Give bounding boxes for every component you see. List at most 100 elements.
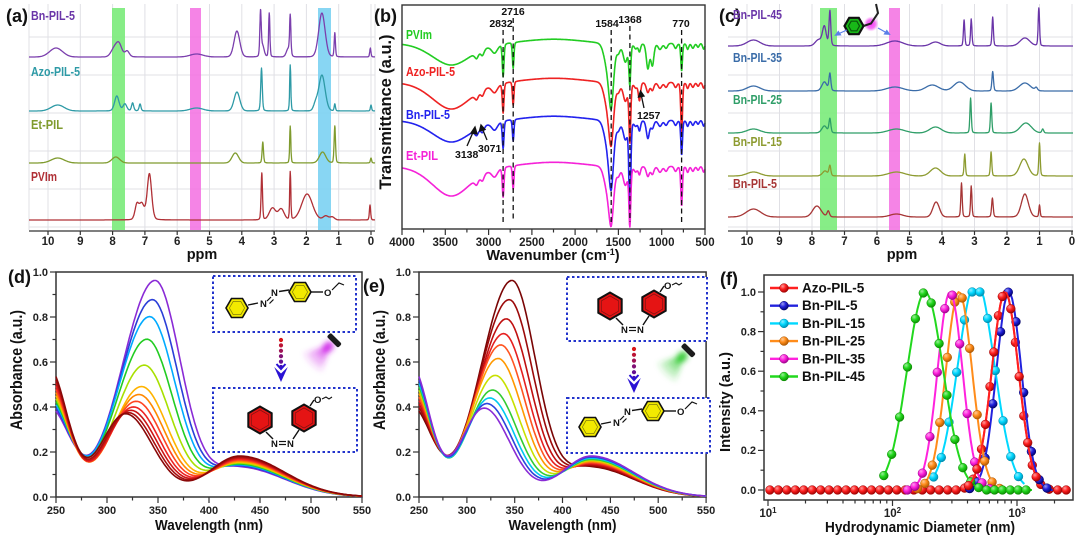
svg-text:(b): (b) bbox=[374, 6, 397, 26]
svg-text:0.4: 0.4 bbox=[396, 402, 412, 414]
svg-text:N: N bbox=[624, 407, 631, 418]
svg-text:0.4: 0.4 bbox=[741, 406, 757, 418]
svg-text:250: 250 bbox=[410, 505, 428, 517]
svg-text:6: 6 bbox=[874, 236, 880, 248]
svg-text:Wavelength (nm): Wavelength (nm) bbox=[509, 518, 617, 534]
svg-text:350: 350 bbox=[506, 505, 524, 517]
svg-text:2000: 2000 bbox=[562, 237, 588, 249]
svg-text:(e): (e) bbox=[363, 276, 385, 296]
svg-text:1368: 1368 bbox=[618, 14, 642, 26]
svg-text:N: N bbox=[613, 418, 620, 429]
svg-text:400: 400 bbox=[553, 505, 571, 517]
svg-text:1: 1 bbox=[1036, 236, 1043, 248]
svg-text:250: 250 bbox=[47, 505, 65, 517]
svg-text:3138: 3138 bbox=[455, 149, 479, 161]
svg-text:Transmittance (a.u.): Transmittance (a.u.) bbox=[377, 35, 395, 190]
svg-text:Wavenumber (cm-1): Wavenumber (cm-1) bbox=[486, 247, 619, 264]
svg-text:1.0: 1.0 bbox=[396, 267, 411, 279]
svg-text:(a): (a) bbox=[6, 6, 28, 26]
svg-text:(f): (f) bbox=[720, 269, 738, 289]
svg-text:3000: 3000 bbox=[476, 237, 502, 249]
svg-text:6: 6 bbox=[174, 236, 180, 248]
svg-text:2500: 2500 bbox=[519, 237, 545, 249]
svg-text:550: 550 bbox=[697, 505, 715, 517]
svg-text:Azo-PIL-5: Azo-PIL-5 bbox=[31, 64, 80, 79]
svg-text:3071: 3071 bbox=[478, 143, 502, 155]
svg-text:1257: 1257 bbox=[637, 110, 661, 122]
svg-text:8: 8 bbox=[809, 236, 816, 248]
svg-text:Bn-PIL-15: Bn-PIL-15 bbox=[733, 134, 782, 149]
svg-text:9: 9 bbox=[776, 236, 782, 248]
svg-text:4: 4 bbox=[939, 236, 946, 248]
svg-text:N: N bbox=[621, 325, 628, 336]
svg-text:0.0: 0.0 bbox=[33, 492, 48, 504]
svg-text:0.4: 0.4 bbox=[33, 402, 49, 414]
svg-text:Bn-PIL-45: Bn-PIL-45 bbox=[733, 7, 782, 22]
svg-text:0.0: 0.0 bbox=[741, 485, 756, 497]
svg-text:1584: 1584 bbox=[595, 18, 619, 30]
svg-text:450: 450 bbox=[251, 505, 269, 517]
svg-text:7: 7 bbox=[142, 236, 148, 248]
svg-text:0.2: 0.2 bbox=[396, 447, 411, 459]
svg-text:(d): (d) bbox=[8, 267, 31, 287]
svg-text:1.0: 1.0 bbox=[33, 267, 48, 279]
svg-text:Wavelength (nm): Wavelength (nm) bbox=[155, 518, 263, 534]
svg-text:ppm: ppm bbox=[887, 247, 918, 263]
svg-text:0.6: 0.6 bbox=[33, 357, 48, 369]
svg-text:PVIm: PVIm bbox=[31, 169, 57, 184]
svg-text:Bn-PIL-5: Bn-PIL-5 bbox=[733, 176, 777, 191]
svg-text:N: N bbox=[260, 299, 267, 310]
svg-text:Azo-PIL-5: Azo-PIL-5 bbox=[406, 64, 455, 79]
svg-text:N: N bbox=[271, 439, 278, 450]
svg-text:3500: 3500 bbox=[433, 237, 459, 249]
svg-text:Bn-PIL-5: Bn-PIL-5 bbox=[406, 107, 450, 122]
svg-text:1: 1 bbox=[335, 236, 342, 248]
svg-text:0.2: 0.2 bbox=[33, 447, 48, 459]
svg-text:Bn-PIL-5: Bn-PIL-5 bbox=[31, 8, 75, 23]
svg-text:0: 0 bbox=[368, 236, 374, 248]
svg-text:Hydrodynamic Diameter (nm): Hydrodynamic Diameter (nm) bbox=[825, 520, 1015, 536]
svg-text:5: 5 bbox=[906, 236, 913, 248]
svg-text:0.8: 0.8 bbox=[33, 312, 48, 324]
svg-text:5: 5 bbox=[206, 236, 213, 248]
svg-text:1500: 1500 bbox=[606, 237, 632, 249]
svg-text:2: 2 bbox=[303, 236, 309, 248]
svg-text:500: 500 bbox=[695, 237, 714, 249]
svg-text:2832: 2832 bbox=[489, 18, 513, 30]
svg-text:0.8: 0.8 bbox=[396, 312, 411, 324]
svg-text:Bn-PIL-15: Bn-PIL-15 bbox=[802, 316, 865, 331]
svg-text:770: 770 bbox=[672, 18, 690, 30]
svg-text:4000: 4000 bbox=[389, 237, 415, 249]
svg-text:1.0: 1.0 bbox=[741, 287, 756, 299]
svg-text:500: 500 bbox=[649, 505, 667, 517]
svg-text:0.2: 0.2 bbox=[741, 445, 756, 457]
svg-text:3: 3 bbox=[971, 236, 977, 248]
svg-text:0.6: 0.6 bbox=[396, 357, 411, 369]
svg-text:Bn-PIL-25: Bn-PIL-25 bbox=[733, 92, 782, 107]
svg-text:300: 300 bbox=[98, 505, 116, 517]
svg-text:Et-PIL: Et-PIL bbox=[406, 148, 438, 163]
svg-text:Bn-PIL-35: Bn-PIL-35 bbox=[733, 50, 782, 65]
svg-text:4: 4 bbox=[239, 236, 246, 248]
svg-text:O: O bbox=[677, 407, 684, 418]
svg-text:N: N bbox=[287, 439, 294, 450]
svg-text:9: 9 bbox=[77, 236, 83, 248]
svg-text:Bn-PIL-25: Bn-PIL-25 bbox=[802, 334, 865, 349]
svg-text:7: 7 bbox=[841, 236, 847, 248]
svg-text:10: 10 bbox=[42, 236, 55, 248]
svg-text:8: 8 bbox=[109, 236, 116, 248]
svg-text:Bn-PIL-35: Bn-PIL-35 bbox=[802, 351, 865, 366]
svg-text:N: N bbox=[271, 288, 278, 299]
svg-text:O: O bbox=[324, 288, 331, 299]
svg-text:(c): (c) bbox=[719, 6, 741, 26]
svg-text:0: 0 bbox=[1069, 236, 1075, 248]
svg-text:10: 10 bbox=[741, 236, 754, 248]
svg-text:2716: 2716 bbox=[501, 6, 525, 18]
svg-text:3: 3 bbox=[271, 236, 277, 248]
svg-text:ppm: ppm bbox=[187, 247, 218, 263]
svg-text:450: 450 bbox=[601, 505, 619, 517]
svg-text:Absorbance (a.u.): Absorbance (a.u.) bbox=[8, 310, 26, 430]
svg-text:Azo-PIL-5: Azo-PIL-5 bbox=[802, 281, 865, 296]
svg-text:550: 550 bbox=[353, 505, 371, 517]
svg-text:O: O bbox=[314, 395, 321, 406]
